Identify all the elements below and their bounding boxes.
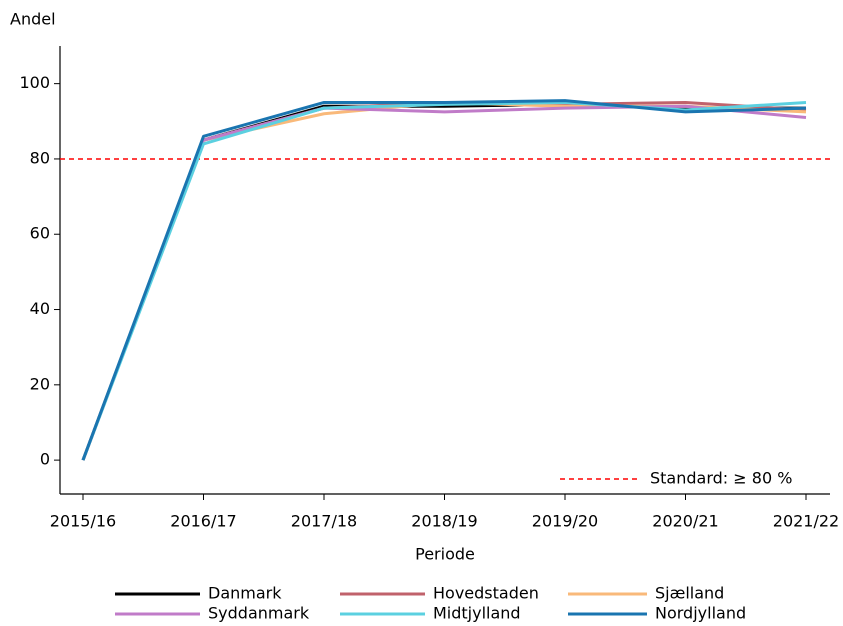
y-tick-label: 80 bbox=[30, 148, 50, 167]
legend-label: Syddanmark bbox=[208, 604, 310, 623]
x-axis-label: Periode bbox=[415, 545, 475, 564]
series-line bbox=[81, 102, 806, 461]
y-tick-label: 0 bbox=[40, 450, 50, 469]
y-tick-label: 20 bbox=[30, 374, 50, 393]
legend-label: Nordjylland bbox=[655, 604, 746, 623]
x-tick-label: 2018/19 bbox=[411, 512, 477, 531]
series-line bbox=[81, 99, 807, 461]
legend-label: Sjælland bbox=[655, 584, 724, 603]
x-tick-label: 2015/16 bbox=[50, 512, 116, 531]
legend-label: Midtjylland bbox=[433, 604, 521, 623]
x-tick-label: 2016/17 bbox=[170, 512, 236, 531]
legend-label: Hovedstaden bbox=[433, 584, 539, 603]
x-tick-label: 2019/20 bbox=[532, 512, 598, 531]
y-axis-label: Andel bbox=[10, 10, 56, 29]
series-line bbox=[81, 104, 807, 461]
legend-label: Danmark bbox=[208, 584, 282, 603]
y-tick-label: 100 bbox=[19, 73, 50, 92]
x-tick-label: 2021/22 bbox=[773, 512, 839, 531]
series-line bbox=[81, 100, 807, 461]
x-tick-label: 2017/18 bbox=[291, 512, 357, 531]
series-line bbox=[81, 100, 807, 461]
y-tick-label: 40 bbox=[30, 299, 50, 318]
series-line bbox=[81, 100, 807, 461]
y-tick-label: 60 bbox=[30, 224, 50, 243]
reference-legend-label: Standard: ≥ 80 % bbox=[650, 469, 792, 488]
x-tick-label: 2020/21 bbox=[652, 512, 718, 531]
